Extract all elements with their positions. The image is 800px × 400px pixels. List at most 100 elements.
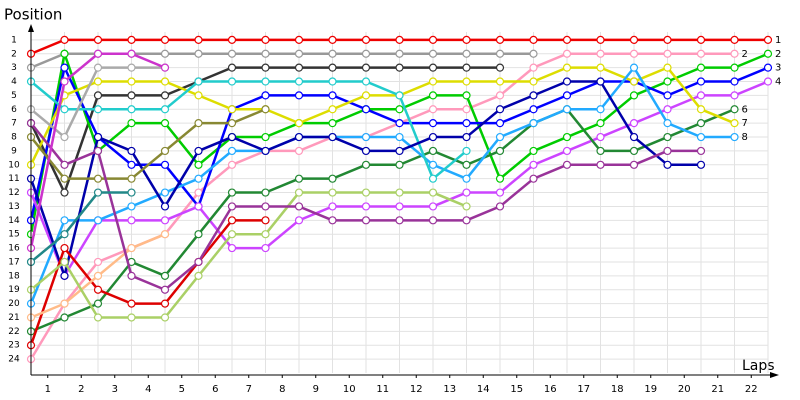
point: [696, 119, 706, 128]
point: [60, 105, 69, 114]
point: [663, 91, 672, 100]
y-tick-label: 17: [8, 257, 19, 267]
x-tick-label: 3: [112, 384, 118, 395]
series-line: [30, 52, 534, 69]
point: [361, 105, 371, 114]
point: [60, 160, 69, 169]
point: [261, 216, 270, 225]
point: [194, 119, 203, 128]
x-tick-label: 15: [510, 384, 523, 395]
point: [596, 77, 605, 86]
point: [428, 160, 438, 169]
point: [663, 119, 672, 128]
y-tick-label: 23: [8, 341, 19, 351]
point: [60, 77, 69, 86]
point: [428, 132, 438, 142]
point: [261, 49, 270, 58]
point: [160, 105, 170, 114]
point: [160, 188, 170, 197]
point: [261, 132, 270, 142]
point: [194, 146, 203, 156]
point: [160, 91, 170, 100]
point: [93, 271, 103, 280]
y-tick-label: 24: [8, 355, 20, 365]
point: [629, 77, 639, 86]
point: [730, 63, 739, 72]
point: [328, 63, 337, 72]
point: [160, 77, 170, 86]
point: [127, 216, 136, 225]
point: [294, 119, 304, 128]
point: [328, 202, 337, 211]
end-label: 1: [775, 35, 781, 46]
y-tick-label: 8: [11, 133, 17, 143]
point: [127, 243, 136, 253]
series-line: [30, 191, 467, 319]
y-tick-label: 11: [8, 174, 19, 184]
point: [261, 63, 270, 72]
point: [328, 119, 337, 128]
x-tick-label: 12: [410, 384, 423, 395]
point: [227, 230, 237, 239]
series-line: [29, 219, 266, 346]
point: [294, 216, 304, 225]
point: [194, 174, 203, 183]
y-tick-label: 18: [8, 271, 20, 281]
point: [194, 35, 203, 44]
point: [529, 35, 538, 44]
point: [127, 271, 136, 280]
point: [160, 35, 170, 44]
point: [60, 35, 69, 44]
point: [93, 105, 103, 114]
point: [495, 188, 505, 197]
point: [160, 202, 170, 211]
point: [663, 132, 672, 142]
y-tick-label: 14: [8, 216, 20, 226]
x-axis-arrow: [770, 372, 779, 378]
x-tick-label: 4: [145, 384, 151, 395]
x-axis-label: Laps: [742, 358, 775, 374]
point: [629, 132, 639, 142]
y-tick-label: 12: [8, 188, 19, 198]
point: [562, 35, 572, 44]
point: [93, 285, 103, 294]
point: [328, 216, 337, 225]
series-line: [29, 65, 735, 305]
x-tick-label: 1: [45, 384, 51, 395]
point: [127, 77, 136, 86]
x-tick-label: 8: [279, 384, 285, 395]
point: [462, 63, 471, 72]
point: [93, 257, 103, 267]
point: [629, 35, 639, 44]
x-tick-label: 17: [577, 384, 590, 395]
point: [428, 202, 438, 211]
point: [663, 105, 672, 114]
point: [60, 230, 69, 239]
point: [361, 146, 371, 156]
point: [294, 91, 304, 100]
point: [93, 77, 103, 86]
point: [596, 132, 605, 142]
point: [227, 105, 237, 114]
point: [462, 174, 471, 183]
point: [462, 119, 471, 128]
point: [495, 77, 505, 86]
point: [596, 146, 605, 156]
point: [361, 77, 371, 86]
point: [428, 49, 438, 58]
point: [462, 202, 471, 211]
point: [93, 132, 103, 142]
point: [763, 35, 773, 44]
point: [629, 49, 639, 58]
point: [529, 146, 538, 156]
y-tick-label: 10: [8, 160, 20, 170]
point: [294, 174, 304, 183]
point: [395, 63, 404, 72]
y-tick-label: 6: [11, 105, 17, 115]
point: [428, 216, 438, 225]
point: [361, 91, 371, 100]
x-tick-label: 7: [246, 384, 252, 395]
point: [596, 49, 605, 58]
point: [462, 132, 471, 142]
point: [160, 313, 170, 322]
